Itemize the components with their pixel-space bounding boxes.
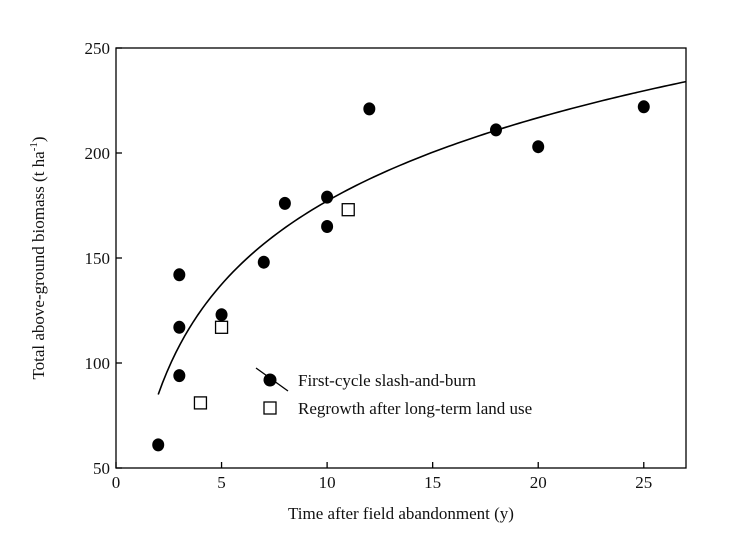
data-point-first-cycle xyxy=(215,308,228,322)
data-point-first-cycle xyxy=(637,100,650,114)
x-tick-label: 15 xyxy=(424,473,441,492)
data-point-regrowth xyxy=(193,396,208,410)
data-point-regrowth xyxy=(214,320,229,334)
legend-marker-regrowth xyxy=(263,401,277,415)
data-point-regrowth xyxy=(341,203,355,217)
data-point-first-cycle xyxy=(173,320,186,334)
x-tick-label: 0 xyxy=(112,473,121,492)
data-point-first-cycle xyxy=(532,140,545,154)
y-tick-label: 100 xyxy=(85,354,111,373)
data-point-first-cycle xyxy=(321,190,334,204)
x-tick-label: 20 xyxy=(530,473,547,492)
legend: First-cycle slash-and-burn Regrowth afte… xyxy=(255,367,532,418)
data-points xyxy=(152,100,650,452)
data-point-first-cycle xyxy=(490,123,502,137)
x-axis-ticks: 0 5 10 15 20 25 xyxy=(112,462,652,492)
data-point-first-cycle xyxy=(278,196,291,210)
data-point-first-cycle xyxy=(173,369,186,383)
y-tick-label: 150 xyxy=(85,249,111,268)
data-point-first-cycle xyxy=(257,255,270,269)
x-axis-label: Time after field abandonment (y) xyxy=(288,504,514,523)
data-point-first-cycle xyxy=(363,102,376,116)
legend-marker-first-cycle xyxy=(263,373,277,387)
legend-label-regrowth: Regrowth after long-term land use xyxy=(298,399,532,418)
legend-label-first-cycle: First-cycle slash-and-burn xyxy=(298,371,476,390)
data-point-first-cycle xyxy=(152,438,165,452)
data-point-first-cycle xyxy=(321,220,334,233)
y-tick-label: 200 xyxy=(85,144,111,163)
y-axis-label: Total above-ground biomass (t ha-1) xyxy=(28,136,48,379)
x-tick-label: 5 xyxy=(217,473,226,492)
y-tick-label: 50 xyxy=(93,459,110,478)
x-tick-label: 10 xyxy=(319,473,336,492)
fit-curve xyxy=(157,80,687,395)
data-point-first-cycle xyxy=(173,268,186,282)
x-tick-label: 25 xyxy=(635,473,652,492)
y-axis-ticks: 50 100 150 200 250 xyxy=(85,39,122,478)
y-tick-label: 250 xyxy=(85,39,111,58)
